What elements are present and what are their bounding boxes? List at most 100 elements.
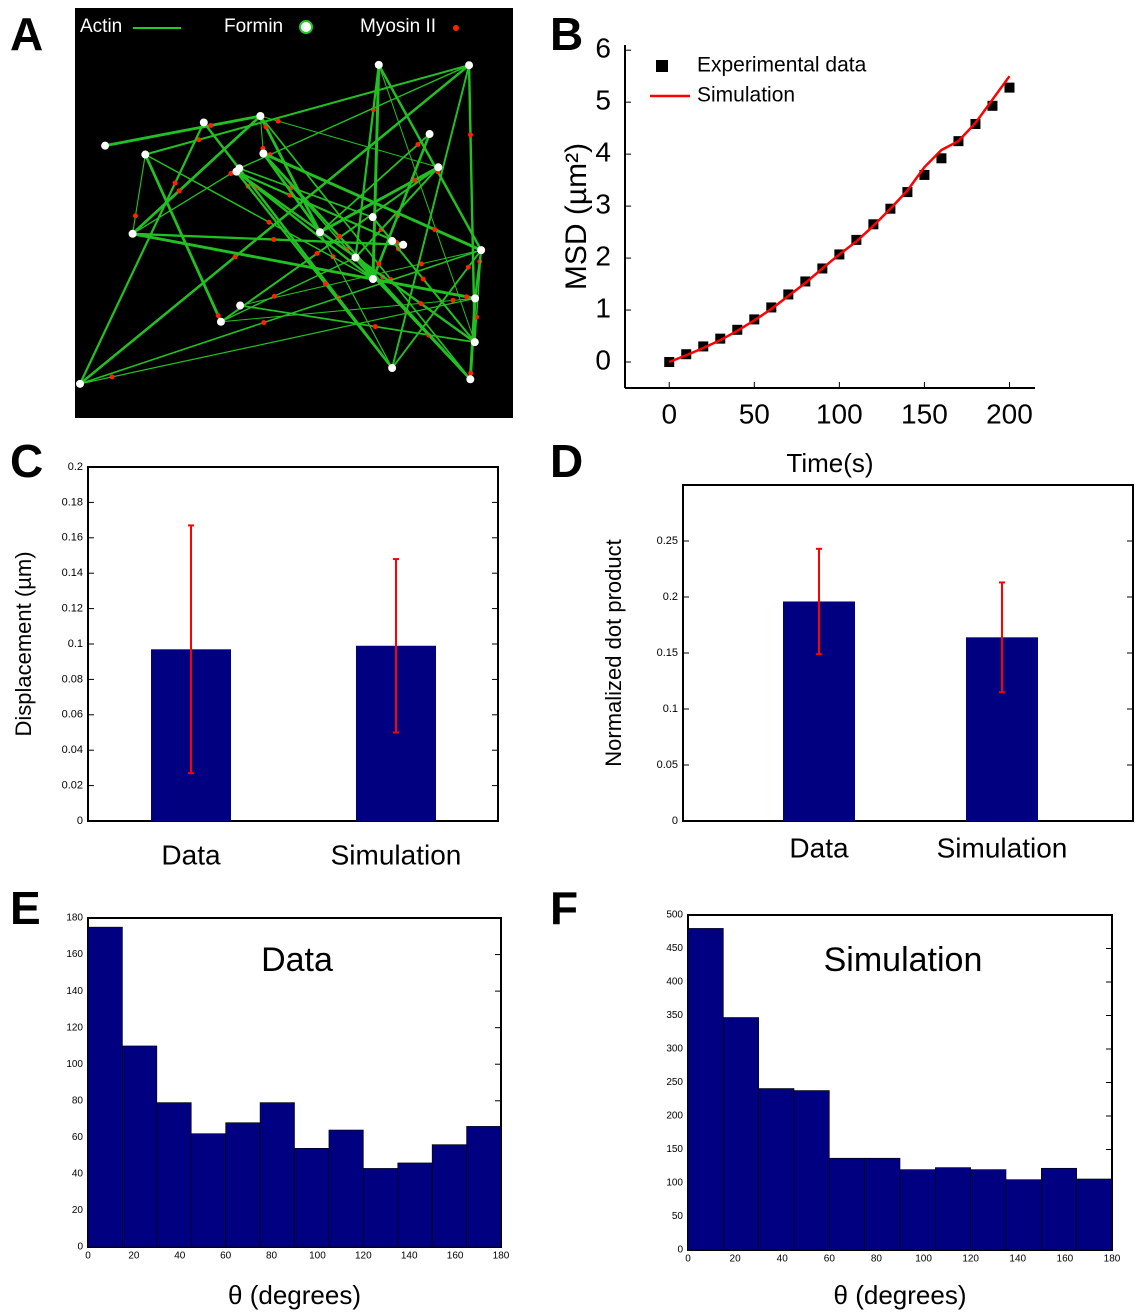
- actin-filament: [220, 256, 356, 323]
- y-tick-label: 120: [66, 1022, 83, 1033]
- legend-swatch: [656, 60, 668, 72]
- formin: [388, 364, 397, 373]
- histogram-bar: [328, 1129, 364, 1248]
- myosin: [467, 132, 473, 138]
- histogram-bar: [1041, 1167, 1077, 1251]
- legend-swatch: [299, 20, 313, 34]
- y-tick-label: 150: [666, 1144, 683, 1155]
- x-tick-label: Simulation: [331, 839, 462, 870]
- myosin: [228, 171, 234, 177]
- formin: [128, 229, 137, 238]
- x-tick-label: 40: [777, 1254, 789, 1265]
- formin: [368, 213, 377, 222]
- x-tick-label: 40: [174, 1251, 186, 1262]
- y-tick-label: 0.14: [62, 567, 83, 579]
- histogram-bar: [723, 1017, 759, 1251]
- actin-filament: [235, 170, 394, 369]
- y-tick-label: 5: [595, 85, 611, 116]
- y-axis-label: Normalized dot product: [601, 539, 626, 766]
- data-point: [987, 100, 998, 111]
- x-tick-label: 120: [355, 1251, 372, 1262]
- actin-filament: [239, 64, 470, 170]
- myosin: [420, 276, 426, 282]
- myosin: [208, 122, 214, 128]
- legend-label: Formin: [224, 16, 283, 37]
- formin: [76, 379, 85, 388]
- y-tick-label: 450: [666, 943, 683, 954]
- histogram-bar: [122, 1045, 158, 1248]
- histogram-bar: [431, 1144, 467, 1248]
- formin: [374, 60, 383, 69]
- actin-filament: [371, 133, 431, 280]
- histogram-bar: [466, 1126, 502, 1248]
- x-axis-label: Time(s): [786, 448, 873, 478]
- x-tick-label: 100: [309, 1251, 326, 1262]
- y-tick-label: 0.02: [62, 780, 83, 792]
- actin-filament: [132, 154, 146, 234]
- formin: [232, 167, 241, 176]
- x-tick-label: 180: [1104, 1254, 1121, 1265]
- data-point: [936, 153, 947, 164]
- y-tick-label: 400: [666, 977, 683, 988]
- myosin: [261, 320, 267, 326]
- panel-label: E: [10, 882, 41, 934]
- x-tick-label: 0: [85, 1251, 91, 1262]
- annotation: Data: [261, 941, 333, 979]
- histogram-bar: [970, 1169, 1007, 1251]
- actin-filament: [132, 167, 240, 235]
- actin-filament: [260, 115, 439, 168]
- y-tick-label: 0.1: [68, 638, 83, 650]
- myosin: [376, 261, 382, 267]
- y-tick-label: 3: [595, 188, 611, 219]
- actin-filament: [235, 170, 374, 280]
- legend-label: Experimental data: [697, 54, 867, 77]
- formin: [470, 338, 479, 347]
- myosin: [271, 237, 277, 243]
- actin-filament: [377, 64, 483, 251]
- y-tick-label: 160: [66, 949, 83, 960]
- formin: [425, 130, 434, 139]
- myosin: [418, 261, 424, 267]
- x-tick-label: 80: [871, 1254, 883, 1265]
- formin: [434, 163, 443, 172]
- y-tick-label: 6: [595, 33, 611, 64]
- y-tick-label: 0: [595, 344, 611, 375]
- myosin: [432, 227, 438, 233]
- x-tick-label: 160: [1057, 1254, 1074, 1265]
- y-tick-label: 500: [666, 910, 683, 921]
- y-tick-label: 200: [666, 1111, 683, 1122]
- histogram-bar: [793, 1090, 830, 1251]
- x-tick-label: 50: [739, 398, 770, 429]
- annotation: Simulation: [824, 941, 983, 979]
- actin-filament: [262, 152, 322, 234]
- y-tick-label: 100: [66, 1059, 83, 1070]
- data-point: [1004, 82, 1015, 93]
- formin: [141, 150, 150, 159]
- y-tick-label: 140: [66, 986, 83, 997]
- actin-filament: [259, 115, 322, 233]
- actin-filament: [262, 152, 482, 252]
- y-tick-label: 4: [595, 137, 611, 168]
- formin: [216, 317, 225, 326]
- x-tick-label: 60: [824, 1254, 836, 1265]
- histogram-bar: [829, 1157, 865, 1251]
- x-tick-label: 0: [661, 398, 677, 429]
- x-axis-label: θ (degrees): [228, 1280, 361, 1310]
- formin: [259, 149, 268, 158]
- actin-filament: [131, 115, 262, 235]
- myosin: [412, 177, 418, 183]
- actin-filament: [391, 64, 470, 369]
- x-tick-label: 20: [730, 1254, 742, 1265]
- formin: [477, 246, 486, 255]
- formin: [466, 375, 475, 384]
- histogram-bar: [758, 1088, 795, 1251]
- formin: [399, 240, 408, 249]
- y-tick-label: 0.2: [68, 461, 83, 473]
- y-tick-label: 0: [677, 1245, 683, 1256]
- actin-filament: [220, 166, 439, 323]
- panel-label: F: [550, 882, 578, 934]
- y-tick-label: 40: [72, 1169, 84, 1180]
- histogram-bar: [899, 1169, 936, 1251]
- myosin: [232, 254, 238, 260]
